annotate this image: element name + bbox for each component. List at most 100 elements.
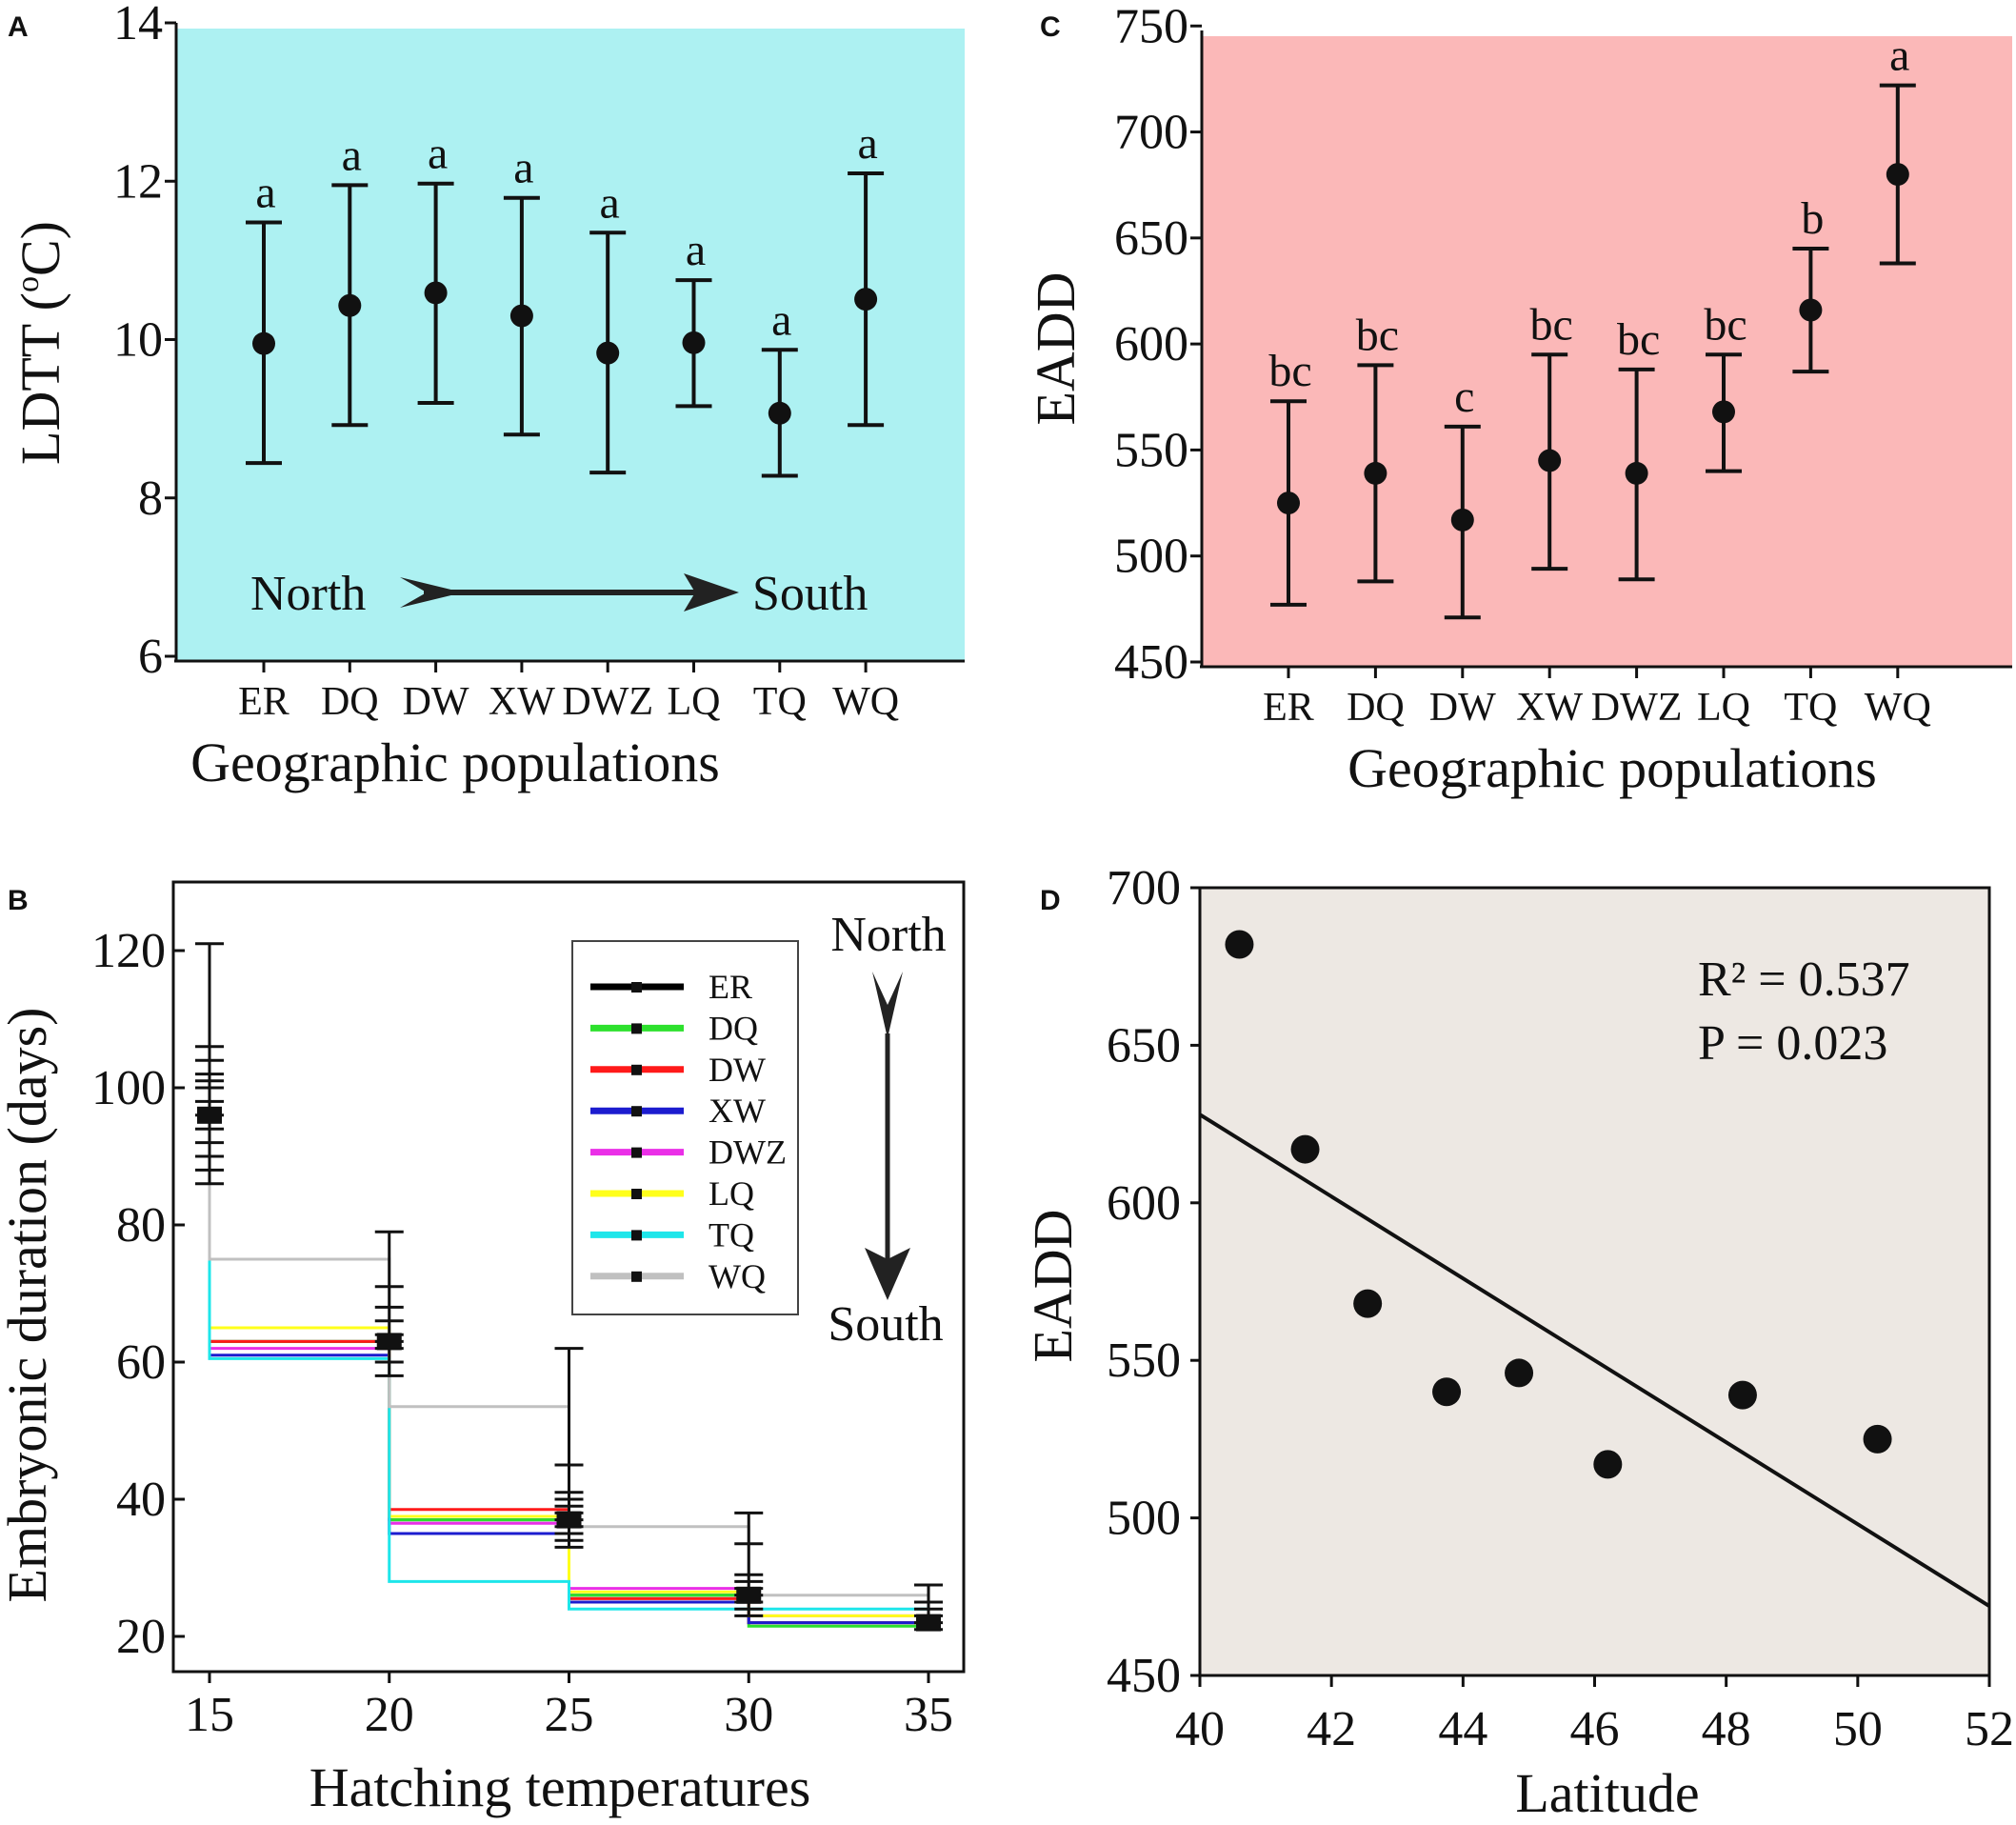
panel-b-y-axis-title: Embryonic duration (days) (0, 1008, 58, 1603)
d-x-tick-label: 44 (1438, 1702, 1487, 1756)
panel-a-y-title-degree: o (10, 276, 46, 292)
c-significance-letter: b (1801, 193, 1824, 244)
c-x-tick-label: ER (1263, 686, 1314, 730)
c-data-point (1277, 491, 1300, 515)
d-data-point (1863, 1424, 1892, 1454)
b-mean-marker (556, 1511, 582, 1529)
panel-a-south-label: South (752, 567, 868, 621)
panel-a-label: A (8, 11, 29, 43)
a-y-tick-label: 6 (138, 630, 163, 684)
d-data-point (1432, 1377, 1462, 1407)
d-y-tick-label: 500 (1107, 1492, 1181, 1546)
c-significance-letter: c (1454, 371, 1474, 422)
panel-a-y-title-unit: C) (10, 221, 71, 276)
panel-a-y-title-main: LDTT ( (10, 292, 71, 465)
p-value-label: P = 0.023 (1698, 1016, 1887, 1071)
a-x-tick-label: ER (238, 680, 289, 724)
c-y-tick-label: 500 (1114, 530, 1188, 584)
panel-c-x-ticks: ER DQ DW XW DWZ LQ TQ WQ (1263, 667, 1931, 730)
d-x-tick-label: 50 (1833, 1702, 1883, 1756)
d-y-tick-label: 550 (1107, 1334, 1181, 1388)
c-y-tick-label: 750 (1114, 0, 1188, 53)
c-y-tick-label: 550 (1114, 423, 1188, 477)
a-y-tick-label: 14 (113, 0, 163, 50)
panel-c-x-axis-title: Geographic populations (1347, 737, 1877, 799)
c-significance-letter: bc (1356, 310, 1399, 360)
b-mean-marker (916, 1614, 941, 1632)
panel-a-x-ticks: ER DQ DW XW DWZ LQ TQ WQ (238, 661, 899, 724)
b-y-tick-label: 60 (116, 1335, 166, 1390)
a-x-tick-label: DW (403, 680, 469, 724)
legend-label-tq: TQ (709, 1215, 754, 1253)
legend-label-dw: DW (709, 1051, 766, 1089)
a-data-point (682, 331, 706, 354)
panel-c-plot-background (1202, 36, 2012, 667)
c-y-tick-label: 700 (1114, 106, 1188, 160)
d-data-point (1727, 1380, 1757, 1410)
c-x-tick-label: DW (1429, 686, 1496, 730)
panel-d-label: D (1040, 885, 1061, 916)
b-y-tick-label: 20 (116, 1610, 166, 1664)
legend-box (571, 940, 799, 1315)
c-data-point (1799, 298, 1823, 322)
panel-d-points (1225, 930, 1892, 1479)
d-data-point (1290, 1134, 1320, 1164)
north-south-arrow-vertical: North South (828, 908, 946, 1352)
c-significance-letter: bc (1268, 346, 1311, 396)
panel-d-y-ticks: 450 500 550 600 650 700 (1107, 861, 1200, 1703)
a-significance-letter: a (771, 294, 791, 345)
legend-marker-dq (631, 1023, 642, 1034)
arrowhead-icon (865, 1248, 910, 1300)
a-significance-letter: a (428, 129, 448, 179)
b-x-tick-label: 35 (904, 1688, 953, 1742)
c-significance-letter: bc (1530, 299, 1573, 350)
c-significance-letter: a (1889, 30, 1909, 81)
b-x-tick-label: 25 (545, 1688, 594, 1742)
panel-d-x-ticks: 40 42 44 46 48 50 52 (1175, 1675, 2014, 1756)
c-x-tick-label: TQ (1784, 686, 1837, 730)
a-significance-letter: a (342, 130, 362, 180)
a-x-tick-label: LQ (668, 680, 721, 724)
b-y-tick-label: 100 (91, 1061, 166, 1115)
panel-d: D 450 500 550 600 650 700 40 42 44 46 48 50 52 R² =… (1022, 861, 2014, 1824)
panel-a-plot-background (176, 29, 965, 661)
panel-a: A 6 8 10 12 14 ER DQ DW XW DWZ LQ TQ WQ a a a a a a a a Ge… (8, 0, 965, 793)
c-x-tick-label: WQ (1865, 686, 1931, 730)
d-x-tick-label: 48 (1702, 1702, 1751, 1756)
panel-d-x-axis-title: Latitude (1515, 1762, 1699, 1824)
north-south-arrow-horizontal: North South (250, 567, 868, 621)
panel-b-label: B (8, 885, 29, 916)
c-significance-letter: bc (1617, 314, 1660, 365)
panel-b-y-ticks: 20 40 60 80 100 120 (91, 924, 185, 1664)
panel-b-x-ticks: 15 20 25 30 35 (185, 1672, 953, 1742)
legend-label-dwz: DWZ (709, 1133, 787, 1172)
b-mean-marker (376, 1333, 402, 1351)
legend-marker-lq (631, 1189, 642, 1199)
panel-d-plot-frame (1198, 886, 1991, 1677)
series-line-tq (208, 1114, 928, 1611)
d-y-tick-label: 600 (1107, 1176, 1181, 1231)
panel-b-south-label: South (828, 1297, 943, 1352)
d-y-tick-label: 700 (1107, 861, 1181, 915)
c-data-point (1625, 461, 1648, 485)
c-data-point (1538, 449, 1562, 472)
b-mean-marker (197, 1106, 222, 1124)
c-y-tick-label: 600 (1114, 317, 1188, 371)
arrowhead-icon (684, 573, 739, 612)
d-y-tick-label: 650 (1107, 1018, 1181, 1073)
panel-a-y-axis-title: LDTT (oC) (10, 221, 71, 465)
c-x-tick-label: LQ (1697, 686, 1750, 730)
d-data-point (1225, 930, 1254, 959)
legend-label-dq: DQ (709, 1009, 758, 1047)
c-data-point (1712, 400, 1735, 424)
panel-c-y-ticks: 450 500 550 600 650 700 750 (1114, 0, 1202, 690)
a-y-tick-label: 12 (113, 154, 163, 209)
b-y-tick-label: 80 (116, 1198, 166, 1253)
a-data-point (424, 281, 448, 305)
panel-a-x-axis-title: Geographic populations (190, 732, 720, 793)
a-x-tick-label: TQ (753, 680, 807, 724)
legend-marker-dw (631, 1064, 642, 1075)
panel-d-regression (1198, 1113, 1991, 1608)
